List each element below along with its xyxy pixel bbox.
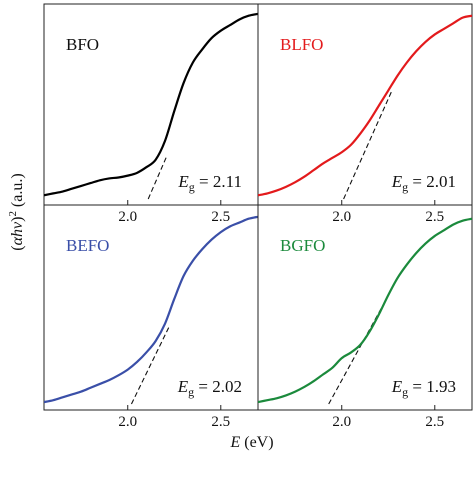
series-line-bfo xyxy=(44,12,258,197)
x-tick-label: 2.5 xyxy=(425,414,444,430)
x-axis-label-symbol: E xyxy=(229,434,240,451)
x-tick-label: 2.0 xyxy=(118,209,137,225)
panel-label-befo: BEFO xyxy=(66,236,109,255)
eg-subscript: g xyxy=(188,385,194,399)
x-axis-label-unit: (eV) xyxy=(240,434,273,451)
eg-value: = 2.02 xyxy=(194,377,242,396)
eg-subscript: g xyxy=(189,180,195,194)
x-tick-label: 2.5 xyxy=(425,209,444,225)
eg-symbol: E xyxy=(177,377,189,396)
series-line-blfo xyxy=(258,14,472,197)
x-tick-label: 2.0 xyxy=(118,414,137,430)
y-axis-label: (αhν)2 (a.u.) xyxy=(7,173,26,250)
y-axis-label-unit: (a.u.) xyxy=(9,173,26,211)
eg-symbol: E xyxy=(391,172,403,191)
panel-label-bfo: BFO xyxy=(66,35,99,54)
y-axis-label-open: ( xyxy=(9,245,26,250)
y-axis-label-symbol: αhν xyxy=(9,221,26,245)
eg-annotation-befo: Eg = 2.02 xyxy=(177,377,242,399)
x-tick-label: 2.0 xyxy=(332,209,351,225)
x-tick-label: 2.0 xyxy=(332,414,351,430)
tangent-line-bfo xyxy=(147,155,168,200)
y-axis-label-exponent: 2 xyxy=(7,211,19,217)
eg-symbol: E xyxy=(391,377,403,396)
panel-label-blfo: BLFO xyxy=(280,35,323,54)
x-axis-label: E (eV) xyxy=(229,434,273,451)
eg-subscript: g xyxy=(402,180,408,194)
panel-bgfo: 2.0 2.5 BGFO Eg = 1.93 xyxy=(257,204,473,430)
eg-annotation-bgfo: Eg = 1.93 xyxy=(391,377,456,399)
tangent-line-befo xyxy=(130,327,170,405)
eg-annotation-blfo: Eg = 2.01 xyxy=(391,172,456,194)
eg-value: = 2.01 xyxy=(408,172,456,191)
series-line-befo xyxy=(44,215,258,404)
eg-value: = 1.93 xyxy=(408,377,456,396)
x-tick-label: 2.5 xyxy=(211,209,230,225)
eg-annotation-bfo: Eg = 2.11 xyxy=(177,172,242,194)
y-axis-label-close: ) xyxy=(9,217,26,222)
x-tick-label: 2.5 xyxy=(211,414,230,430)
panel-blfo: 2.0 2.5 BLFO Eg = 2.01 xyxy=(257,3,473,225)
panel-frame xyxy=(257,204,473,411)
panel-bfo: 2.0 2.5 BFO Eg = 2.11 xyxy=(43,3,259,225)
series-line-bgfo xyxy=(258,217,472,404)
eg-value: = 2.11 xyxy=(195,172,242,191)
eg-subscript: g xyxy=(402,385,408,399)
panel-befo: 2.0 2.5 BEFO Eg = 2.02 xyxy=(43,204,259,430)
tangent-line-blfo xyxy=(343,90,393,200)
eg-symbol: E xyxy=(177,172,189,191)
panel-label-bgfo: BGFO xyxy=(280,236,325,255)
